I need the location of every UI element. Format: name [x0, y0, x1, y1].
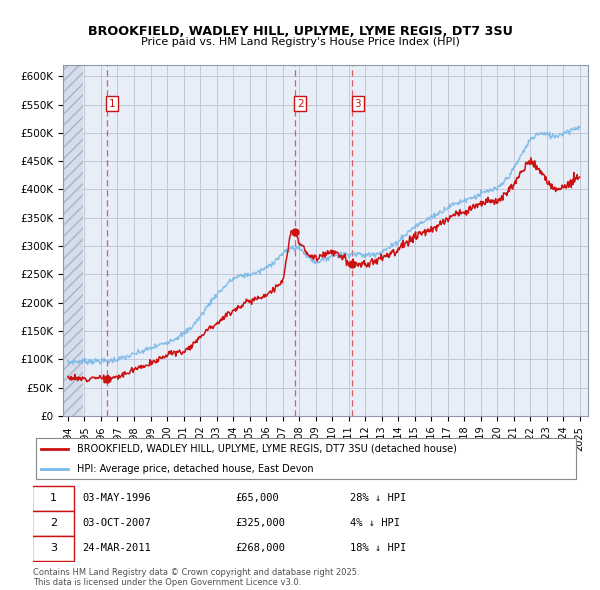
Text: HPI: Average price, detached house, East Devon: HPI: Average price, detached house, East… — [77, 464, 313, 474]
Bar — [63, 65, 83, 416]
Text: BROOKFIELD, WADLEY HILL, UPLYME, LYME REGIS, DT7 3SU: BROOKFIELD, WADLEY HILL, UPLYME, LYME RE… — [88, 25, 512, 38]
Text: 03-OCT-2007: 03-OCT-2007 — [82, 518, 151, 527]
Text: 24-MAR-2011: 24-MAR-2011 — [82, 543, 151, 553]
Text: 2: 2 — [297, 99, 304, 109]
Text: Contains HM Land Registry data © Crown copyright and database right 2025.
This d: Contains HM Land Registry data © Crown c… — [33, 568, 359, 587]
Text: 3: 3 — [355, 99, 361, 109]
Text: £268,000: £268,000 — [235, 543, 285, 553]
FancyBboxPatch shape — [36, 438, 576, 479]
Text: Price paid vs. HM Land Registry's House Price Index (HPI): Price paid vs. HM Land Registry's House … — [140, 37, 460, 47]
Text: 3: 3 — [50, 543, 57, 553]
FancyBboxPatch shape — [32, 511, 74, 536]
Text: 28% ↓ HPI: 28% ↓ HPI — [350, 493, 406, 503]
Text: 18% ↓ HPI: 18% ↓ HPI — [350, 543, 406, 553]
Text: 2: 2 — [50, 518, 57, 527]
Text: BROOKFIELD, WADLEY HILL, UPLYME, LYME REGIS, DT7 3SU (detached house): BROOKFIELD, WADLEY HILL, UPLYME, LYME RE… — [77, 444, 457, 454]
FancyBboxPatch shape — [32, 486, 74, 511]
Text: 03-MAY-1996: 03-MAY-1996 — [82, 493, 151, 503]
FancyBboxPatch shape — [32, 536, 74, 560]
Text: £65,000: £65,000 — [235, 493, 279, 503]
Text: 1: 1 — [50, 493, 57, 503]
Text: £325,000: £325,000 — [235, 518, 285, 527]
Text: 4% ↓ HPI: 4% ↓ HPI — [350, 518, 400, 527]
Text: 1: 1 — [109, 99, 115, 109]
